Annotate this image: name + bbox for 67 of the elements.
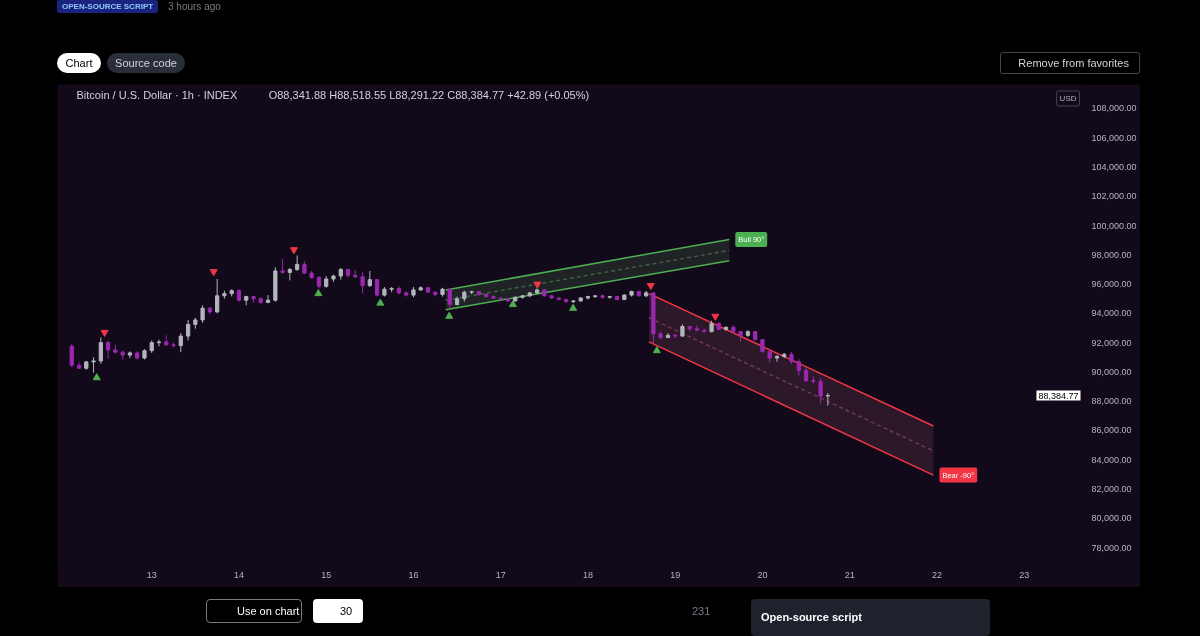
x-tick-label: 14 (233, 569, 244, 580)
y-tick-label: 108,000.00 (1091, 103, 1137, 114)
point (533, 281, 542, 289)
candlestick (447, 287, 452, 310)
candlestick (774, 354, 780, 363)
point (508, 300, 517, 308)
point (376, 298, 385, 306)
text: 231 (692, 604, 711, 619)
x-tick-label: 21 (844, 569, 855, 580)
text: 3 hours ago (168, 0, 221, 14)
candlestick (215, 278, 220, 314)
x-tick-label: 16 (408, 569, 419, 580)
point (209, 269, 218, 277)
x-tick-label: 13 (146, 569, 157, 580)
candlestick (98, 337, 103, 365)
y-tick-label: 106,000.00 (1091, 132, 1137, 143)
candlestick (178, 332, 183, 353)
point (314, 289, 323, 297)
chart-title: Bitcoin / U.S. Dollar · 1h · INDEX (76, 88, 238, 101)
y-tick-label: 86,000.00 (1091, 425, 1132, 436)
candlestick (825, 392, 830, 407)
y-tick-label: 90,000.00 (1091, 366, 1132, 377)
candlestick (360, 271, 365, 294)
x-tick-label: 22 (931, 569, 942, 580)
tab: Source code (107, 53, 185, 73)
x-tick-label: 23 (1019, 569, 1030, 580)
y-tick-label: 84,000.00 (1091, 454, 1132, 465)
x-tick-label: 20 (757, 569, 768, 580)
point (646, 283, 655, 291)
x-tick-label: 19 (670, 569, 681, 580)
candlestick (69, 343, 74, 368)
y-tick-label: 94,000.00 (1091, 308, 1132, 319)
button: 30 (313, 599, 363, 623)
x-tick-label: 15 (321, 569, 332, 580)
button: Remove from favorites (1000, 52, 1140, 74)
candlestick (818, 377, 823, 404)
y-tick-label: 104,000.00 (1091, 162, 1137, 173)
candlestick (265, 294, 271, 304)
point (652, 346, 661, 354)
y-tick-label: 92,000.00 (1091, 337, 1132, 348)
point (92, 373, 101, 381)
point (445, 311, 454, 319)
button: Use on chart (206, 599, 302, 623)
candlestick (694, 324, 700, 332)
candlestick (156, 339, 162, 347)
point (569, 303, 578, 311)
panel: Open-source script (751, 599, 990, 636)
y-tick-label: 88,000.00 (1091, 396, 1132, 407)
y-tick-label: 82,000.00 (1091, 483, 1132, 494)
point (289, 247, 298, 255)
x-tick-label: 18 (582, 569, 593, 580)
candlestick (105, 340, 111, 360)
y-tick-label: 96,000.00 (1091, 279, 1132, 290)
y-tick-label: 98,000.00 (1091, 249, 1132, 260)
x-tick-label: 17 (495, 569, 506, 580)
point (711, 313, 720, 321)
chart-subtitle: O88,341.88 H88,518.55 L88,291.22 C88,384.77 +42.89 (+0.05%) (268, 88, 590, 101)
candlestick (185, 319, 191, 341)
y-tick-label: 100,000.00 (1091, 220, 1137, 231)
y-tick-label: 78,000.00 (1091, 542, 1132, 553)
badge: OPEN-SOURCE SCRIPT (57, 0, 159, 14)
point (100, 329, 109, 337)
annotation: 88,384.77 (1038, 390, 1079, 401)
tab: Chart (57, 53, 101, 73)
annotation: USD (1059, 94, 1077, 103)
y-tick-label: 80,000.00 (1091, 513, 1132, 524)
y-tick-label: 102,000.00 (1091, 191, 1137, 202)
